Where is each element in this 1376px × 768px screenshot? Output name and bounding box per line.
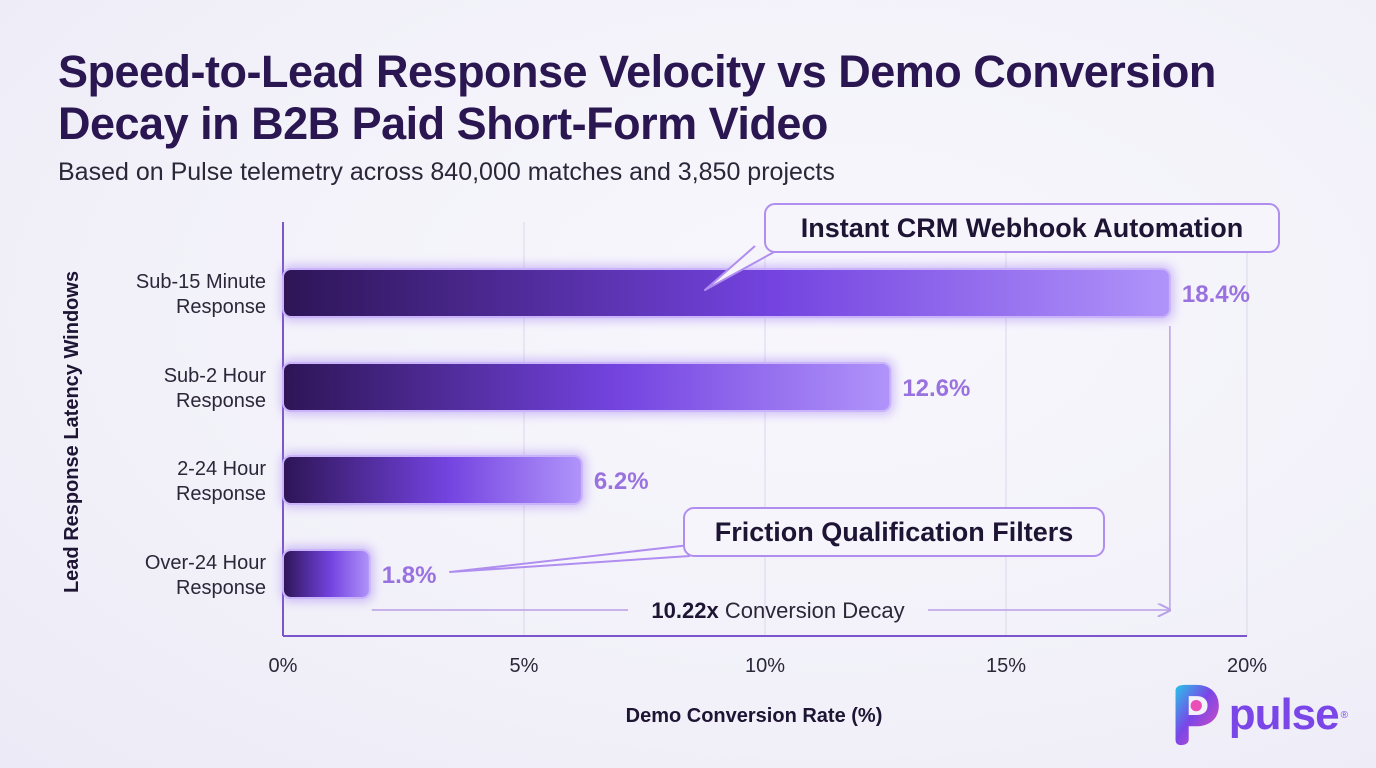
x-tick-label: 15% [986,655,1026,677]
chart-subtitle: Based on Pulse telemetry across 840,000 … [58,158,835,186]
callout-pointer [704,245,786,291]
bar [282,362,892,412]
brand-registered-mark: ® [1340,709,1348,721]
callout-box [764,203,1280,253]
brand-logo: pulse ® [1168,680,1348,750]
decay-label: 10.22x Conversion Decay [651,598,904,623]
y-tick-label: Sub-15 Minute Response [136,271,266,318]
y-tick-label: Sub-2 Hour Response [164,365,267,412]
y-axis-title: Lead Response Latency Windows [61,271,83,593]
bar [282,455,583,505]
bar-value-label: 6.2% [594,468,649,495]
callout-text: Friction Qualification Filters [715,517,1074,547]
x-axis-title: Demo Conversion Rate (%) [626,705,883,727]
brand-name: pulse [1228,690,1340,739]
x-tick-label: 0% [269,655,298,677]
bar-value-label: 18.4% [1182,281,1250,308]
callout-text: Instant CRM Webhook Automation [801,213,1243,243]
bar [282,268,1171,318]
callout-pointer [449,544,691,573]
bar [282,549,371,599]
bar-value-label: 1.8% [382,562,437,589]
chart-title: Speed-to-Lead Response Velocity vs Demo … [58,46,1216,149]
callout-box [683,507,1105,557]
bar-value-label: 12.6% [902,375,970,402]
x-tick-label: 20% [1227,655,1267,677]
pulse-logo-icon [1175,684,1219,746]
x-tick-label: 10% [745,655,785,677]
y-tick-label: Over-24 Hour Response [145,552,266,599]
x-tick-label: 5% [510,655,539,677]
y-tick-label: 2-24 Hour Response [176,458,266,505]
